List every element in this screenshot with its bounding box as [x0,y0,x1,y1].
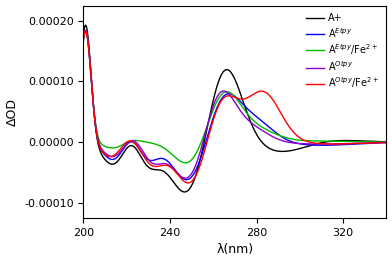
A$^{Etpy}$ [81,37,86,40]
Line: A$^{Etpy}$: A$^{Etpy}$ [83,30,387,180]
A$^{Otpy}$/Fe$^{2+}$ [97,143,102,146]
A$^{Etpy}$/Fe$^{2+}$ [81,39,86,42]
A$^{Otpy}$/Fe$^{2+}$ [81,37,86,41]
A$^{Otpy}$ [81,37,86,40]
A+ [320,141,325,144]
A$^{Otpy}$ [183,177,188,180]
A$^{Otpy}$/Fe$^{2+}$ [221,97,225,100]
A+ [221,70,225,74]
A$^{Etpy}$ [229,92,234,96]
A$^{Otpy}$ [221,90,225,93]
Line: A$^{Etpy}$/Fe$^{2+}$: A$^{Etpy}$/Fe$^{2+}$ [83,32,387,163]
A$^{Etpy}$/Fe$^{2+}$ [376,140,380,144]
A+ [83,24,88,27]
A$^{Otpy}$/Fe$^{2+}$ [229,95,234,98]
A$^{Otpy}$ [97,141,102,145]
Line: A+: A+ [83,25,387,192]
A$^{Otpy}$ [376,141,380,144]
A$^{Etpy}$ [376,141,380,144]
A+ [81,32,86,35]
A$^{Otpy}$/Fe$^{2+}$ [376,141,380,144]
A$^{Otpy}$/Fe$^{2+}$ [320,142,325,145]
A$^{Etpy}$/Fe$^{2+}$ [221,91,225,95]
A$^{Otpy}$/Fe$^{2+}$ [384,141,389,144]
A+ [229,71,234,74]
A$^{Otpy}$ [384,141,389,144]
A$^{Etpy}$/Fe$^{2+}$ [229,92,234,95]
A+ [376,140,380,143]
A$^{Otpy}$/Fe$^{2+}$ [186,181,191,184]
A+ [376,140,380,143]
A$^{Etpy}$/Fe$^{2+}$ [183,161,188,164]
A$^{Etpy}$/Fe$^{2+}$ [83,30,88,34]
A$^{Otpy}$ [376,141,380,144]
A$^{Etpy}$ [83,29,88,32]
A$^{Etpy}$ [384,141,389,144]
A$^{Etpy}$ [320,144,325,147]
A$^{Etpy}$ [376,141,380,144]
A$^{Etpy}$/Fe$^{2+}$ [384,140,389,144]
A$^{Otpy}$ [83,29,88,32]
A$^{Etpy}$/Fe$^{2+}$ [376,140,380,144]
A$^{Etpy}$/Fe$^{2+}$ [97,138,102,141]
A$^{Etpy}$ [97,143,102,146]
A$^{Etpy}$/Fe$^{2+}$ [320,139,325,143]
A$^{Otpy}$ [229,95,234,98]
A$^{Otpy}$/Fe$^{2+}$ [83,29,88,32]
Y-axis label: ΔOD: ΔOD [5,98,18,126]
A$^{Otpy}$ [320,143,325,146]
Legend: A+, A$^{Etpy}$, A$^{Etpy}$/Fe$^{2+}$, A$^{Otpy}$, A$^{Otpy}$/Fe$^{2+}$: A+, A$^{Etpy}$, A$^{Etpy}$/Fe$^{2+}$, A$… [303,10,381,93]
A$^{Etpy}$ [184,178,189,181]
A+ [384,140,389,143]
A$^{Otpy}$/Fe$^{2+}$ [376,141,380,144]
A$^{Etpy}$ [221,95,225,99]
Line: A$^{Otpy}$/Fe$^{2+}$: A$^{Otpy}$/Fe$^{2+}$ [83,31,387,183]
X-axis label: λ(nm): λ(nm) [216,243,254,256]
Line: A$^{Otpy}$: A$^{Otpy}$ [83,30,387,178]
A+ [182,190,187,194]
A+ [97,146,102,149]
